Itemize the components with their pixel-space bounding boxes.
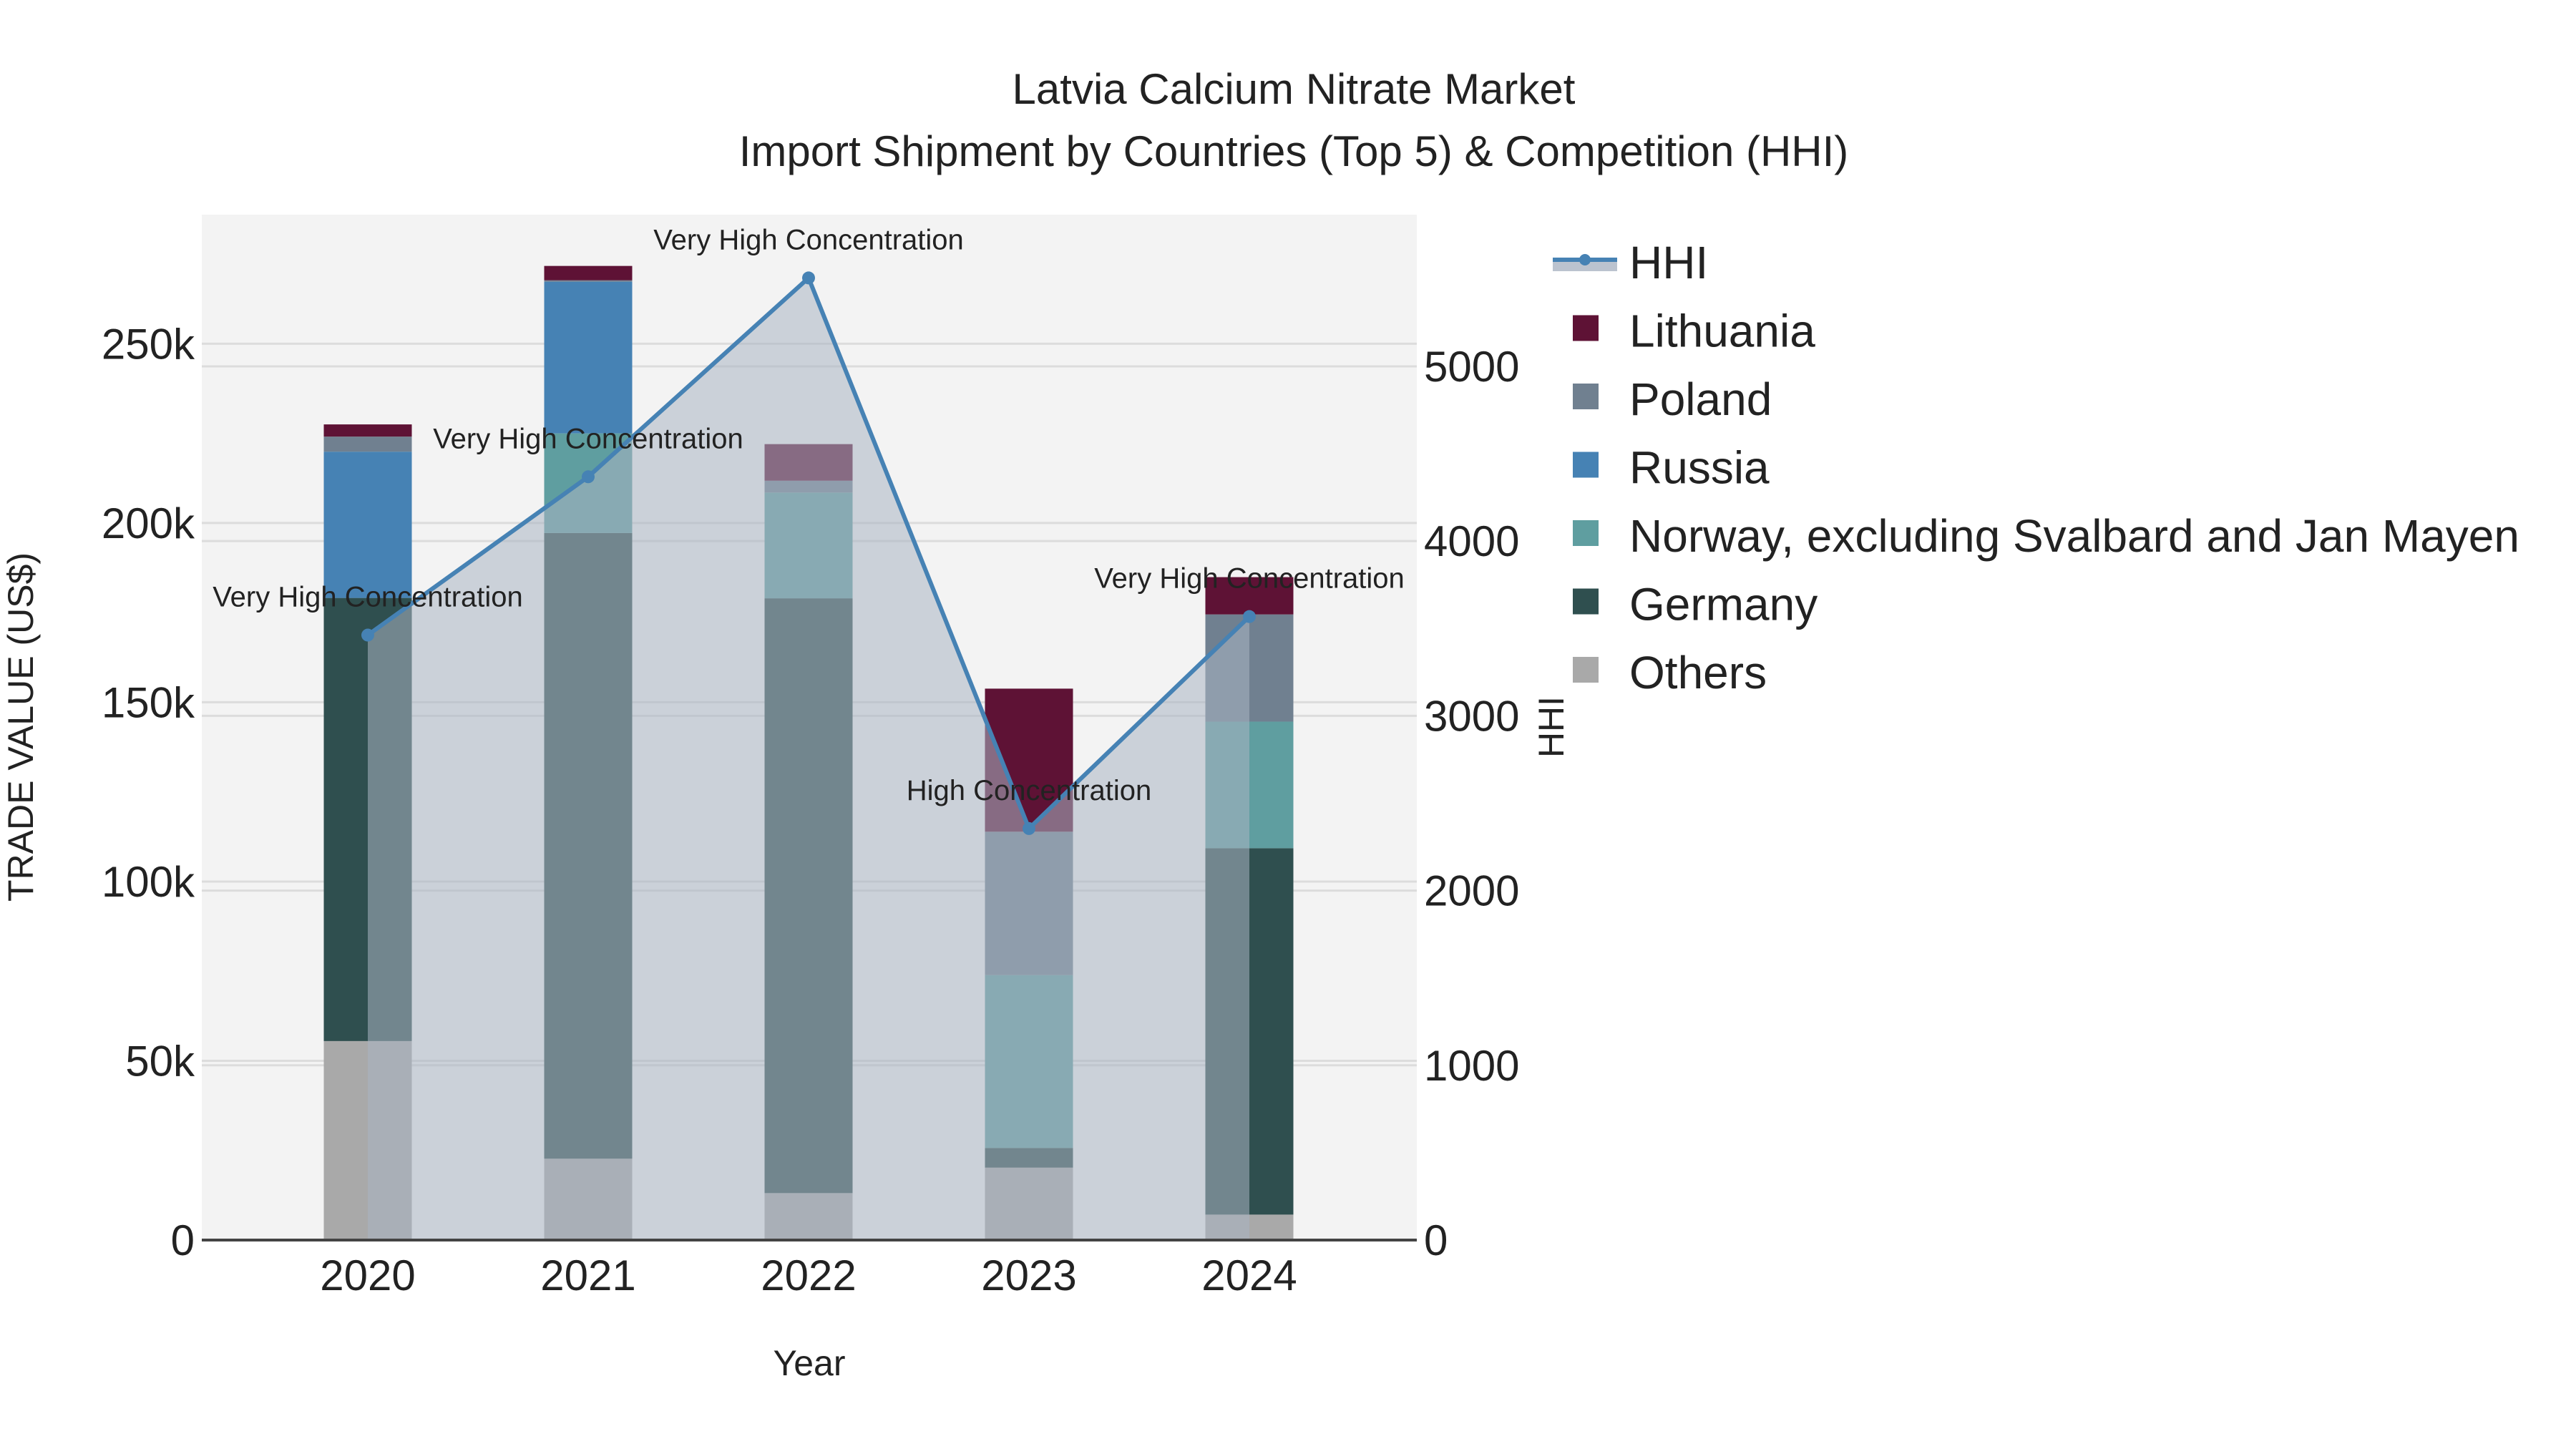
x-tick-label: 2023 [981, 1252, 1076, 1299]
hhi-annotation: Very High Concentration [653, 224, 964, 255]
bar-lithuania-2024 [1205, 577, 1294, 615]
y-tick-label: 250k [102, 320, 195, 368]
legend-swatch [1573, 315, 1599, 341]
hhi-point-2021 [582, 470, 595, 484]
hhi-area [368, 278, 1249, 1240]
bar-poland-2021 [544, 280, 633, 282]
y-tick-label: 0 [171, 1216, 195, 1264]
legend-item-label[interactable]: Russia [1629, 442, 1770, 494]
y-tick-label: 50k [125, 1037, 195, 1085]
legend-swatch [1573, 520, 1599, 546]
bar-lithuania-2021 [544, 265, 633, 280]
legend-item-label[interactable]: Poland [1629, 374, 1772, 425]
legend-item-label[interactable]: Others [1629, 647, 1767, 698]
legend-swatch [1573, 588, 1599, 615]
y2-tick-label: 4000 [1424, 517, 1519, 565]
x-tick-label: 2024 [1201, 1252, 1297, 1299]
legend-item-label[interactable]: Norway, excluding Svalbard and Jan Mayen [1629, 510, 2519, 562]
legend-item-label[interactable]: Lithuania [1629, 306, 1815, 357]
x-axis-title: Year [773, 1343, 845, 1383]
y-tick-label: 100k [102, 858, 195, 906]
y-tick-label: 200k [102, 499, 195, 547]
y2-tick-label: 5000 [1424, 343, 1519, 391]
hhi-annotation: Very High Concentration [213, 582, 523, 613]
hhi-annotation: High Concentration [907, 775, 1151, 806]
legend-item-label[interactable]: HHI [1629, 237, 1708, 288]
x-tick-label: 2020 [320, 1252, 415, 1299]
bar-lithuania-2020 [323, 424, 412, 437]
hhi-point-2024 [1243, 610, 1256, 623]
bar-russia-2020 [323, 452, 412, 598]
y-tick-label: 150k [102, 678, 195, 726]
legend-swatch [1573, 657, 1599, 683]
hhi-annotation: Very High Concentration [1094, 563, 1405, 595]
x-tick-label: 2022 [761, 1252, 856, 1299]
bar-poland-2020 [323, 436, 412, 452]
y2-tick-label: 2000 [1424, 867, 1519, 915]
y2-tick-label: 3000 [1424, 692, 1519, 740]
chart-subtitle: Import Shipment by Countries (Top 5) & C… [739, 127, 1849, 175]
hhi-point-2022 [802, 271, 815, 285]
hhi-point-2023 [1023, 821, 1035, 835]
hhi-annotation: Very High Concentration [433, 423, 743, 454]
y2-tick-label: 0 [1424, 1216, 1448, 1264]
legend-item-label[interactable]: Germany [1629, 579, 1818, 630]
chart-title: Latvia Calcium Nitrate Market [1013, 65, 1576, 113]
y2-tick-label: 1000 [1424, 1042, 1519, 1090]
y2-axis-title: HHI [1531, 696, 1571, 758]
legend-hhi-marker [1579, 254, 1591, 265]
hhi-point-2020 [361, 628, 374, 642]
bar-russia-2021 [544, 281, 633, 434]
legend-swatch [1573, 452, 1599, 478]
y-axis-title: TRADE VALUE (US$) [1, 552, 41, 902]
legend-swatch [1573, 384, 1599, 409]
x-tick-label: 2021 [540, 1252, 635, 1299]
